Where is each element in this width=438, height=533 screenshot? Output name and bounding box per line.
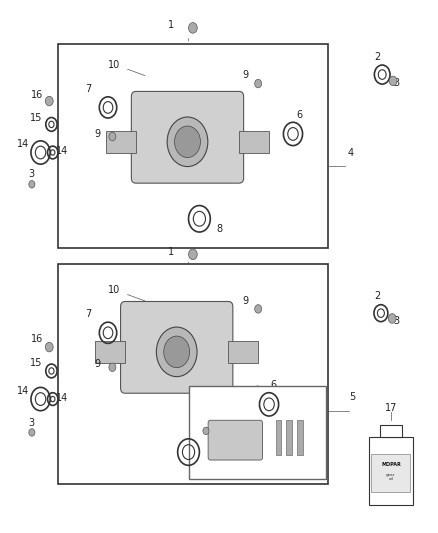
Text: 10: 10 <box>109 285 121 295</box>
Text: 5: 5 <box>350 392 356 402</box>
Circle shape <box>109 132 116 141</box>
Circle shape <box>188 22 197 33</box>
Text: 10: 10 <box>109 60 121 70</box>
FancyBboxPatch shape <box>120 302 233 393</box>
Text: 7: 7 <box>85 84 92 93</box>
Circle shape <box>389 314 396 323</box>
Circle shape <box>203 427 209 434</box>
Text: 1: 1 <box>168 20 174 30</box>
Text: 14: 14 <box>56 393 68 402</box>
Text: 17: 17 <box>385 403 397 413</box>
Text: 3: 3 <box>29 169 35 180</box>
Circle shape <box>167 117 208 167</box>
Circle shape <box>46 342 53 352</box>
Circle shape <box>164 336 190 368</box>
Polygon shape <box>95 341 125 363</box>
Text: 12: 12 <box>194 392 205 401</box>
Bar <box>297 420 303 455</box>
Text: 8: 8 <box>203 463 209 473</box>
Polygon shape <box>106 131 136 153</box>
Bar <box>286 420 292 455</box>
Circle shape <box>254 79 261 88</box>
Bar <box>58 44 328 248</box>
Text: 8: 8 <box>216 224 222 234</box>
Bar <box>371 454 410 492</box>
Circle shape <box>29 429 35 436</box>
Circle shape <box>156 327 197 377</box>
Bar <box>380 424 402 437</box>
Circle shape <box>188 249 197 260</box>
Text: 15: 15 <box>30 358 43 368</box>
FancyBboxPatch shape <box>208 420 262 460</box>
Text: 16: 16 <box>31 90 43 100</box>
Text: 14: 14 <box>17 386 29 396</box>
Circle shape <box>254 305 261 313</box>
Text: 16: 16 <box>31 334 43 344</box>
Text: 2: 2 <box>375 52 381 62</box>
Text: 13: 13 <box>294 392 305 401</box>
Text: 3: 3 <box>393 316 399 326</box>
Text: 9: 9 <box>242 70 248 80</box>
Text: 1: 1 <box>168 247 174 257</box>
Bar <box>188 386 325 479</box>
Polygon shape <box>229 341 258 363</box>
Bar <box>276 420 281 455</box>
Text: gear
oil: gear oil <box>386 473 396 481</box>
Text: 14: 14 <box>56 146 68 156</box>
Circle shape <box>174 126 201 158</box>
Text: 14: 14 <box>17 139 29 149</box>
Text: 9: 9 <box>94 128 100 139</box>
Text: 7: 7 <box>85 309 92 319</box>
Text: 6: 6 <box>270 381 276 391</box>
Circle shape <box>46 96 53 106</box>
FancyBboxPatch shape <box>131 92 244 183</box>
Text: 11: 11 <box>306 387 318 397</box>
Text: 15: 15 <box>30 112 43 123</box>
Text: 4: 4 <box>347 148 353 158</box>
Text: 3: 3 <box>393 78 399 88</box>
Text: MOPAR: MOPAR <box>381 462 401 467</box>
Text: 9: 9 <box>94 359 100 369</box>
Bar <box>369 437 413 505</box>
Text: 3: 3 <box>29 417 35 427</box>
Circle shape <box>389 76 397 86</box>
Polygon shape <box>239 131 269 153</box>
Bar <box>58 264 328 484</box>
Text: 6: 6 <box>297 110 303 120</box>
Circle shape <box>109 363 116 372</box>
Text: 2: 2 <box>375 292 381 301</box>
Circle shape <box>29 181 35 188</box>
Text: 9: 9 <box>242 296 248 305</box>
